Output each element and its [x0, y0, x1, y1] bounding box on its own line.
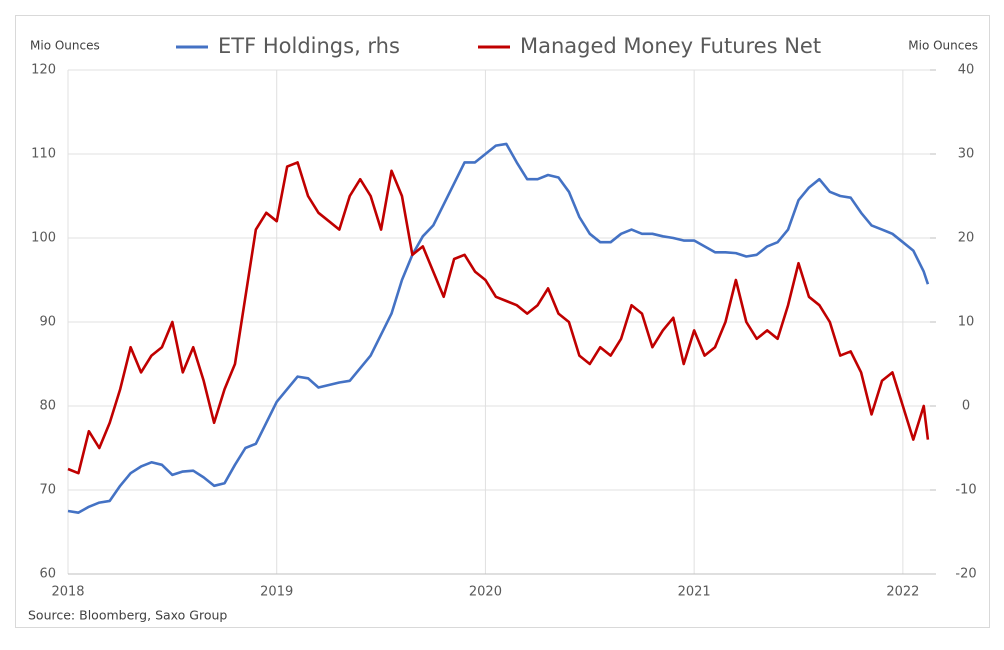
y2-tick-label: 10 — [958, 315, 975, 330]
x-tick-label: 2020 — [469, 585, 502, 600]
chart-border — [15, 15, 990, 628]
x-tick-label: 2021 — [678, 585, 711, 600]
legend-text: ETF Holdings, rhs — [218, 34, 400, 58]
y2-tick-label: 0 — [962, 399, 970, 414]
y2-tick-label: 30 — [958, 147, 975, 162]
y2-tick-label: 20 — [958, 231, 975, 246]
legend-text: Managed Money Futures Net — [520, 34, 821, 58]
y-tick-label: 80 — [39, 399, 56, 414]
y2-tick-label: 40 — [958, 63, 975, 78]
x-tick-label: 2018 — [51, 585, 84, 600]
y-tick-label: 90 — [39, 315, 56, 330]
y2-axis-label: Mio Ounces — [908, 39, 978, 53]
y-axis-label: Mio Ounces — [30, 39, 100, 53]
y2-tick-label: -20 — [955, 567, 976, 582]
y-tick-label: 60 — [39, 567, 56, 582]
line-series — [67, 161, 930, 475]
x-tick-label: 2019 — [260, 585, 293, 600]
y2-tick-label: -10 — [955, 483, 976, 498]
source: Source: Bloomberg, Saxo Group — [28, 608, 227, 623]
y-tick-label: 120 — [31, 63, 56, 78]
y-tick-label: 110 — [31, 147, 56, 162]
y-tick-label: 70 — [39, 483, 56, 498]
line-series — [67, 142, 930, 514]
x-tick-label: 2022 — [886, 585, 919, 600]
y-tick-label: 100 — [31, 231, 56, 246]
